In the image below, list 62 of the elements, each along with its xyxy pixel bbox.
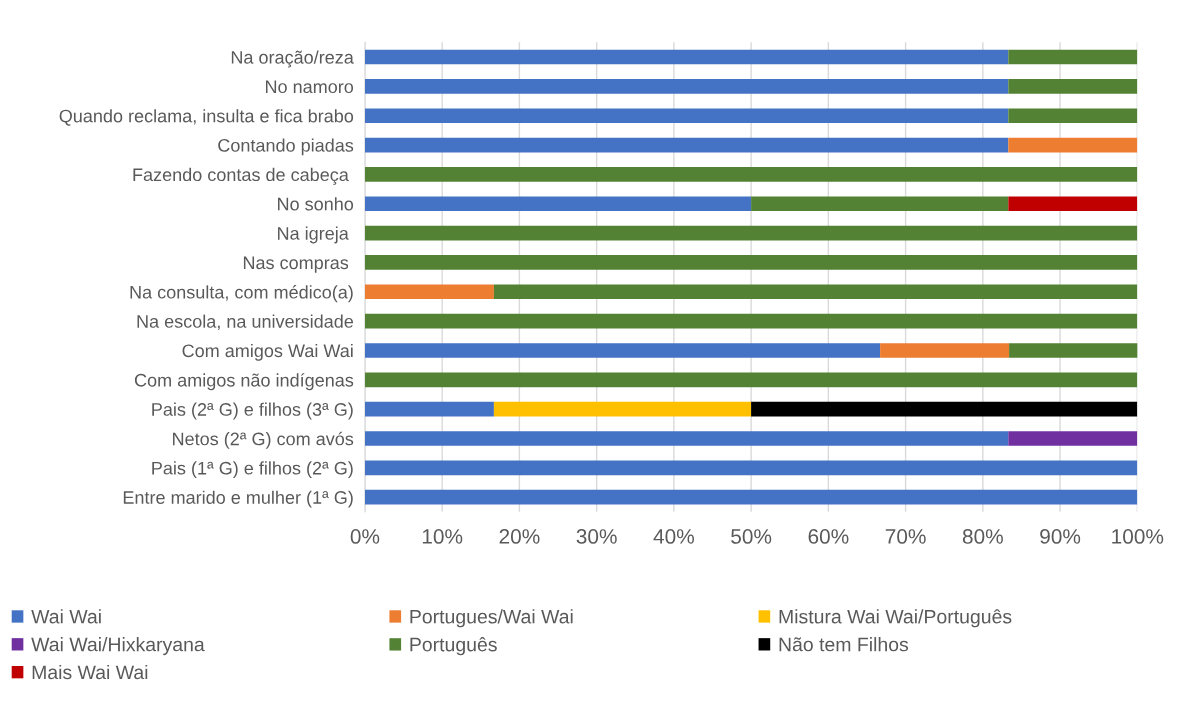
y-tick-label: Na consulta, com médico(a) xyxy=(130,285,353,303)
y-tick-label: No sonho xyxy=(278,197,354,211)
bar xyxy=(364,489,1138,505)
legend-label: Não tem Filhos xyxy=(779,637,909,652)
bar xyxy=(364,401,494,417)
y-tick-label: Entre marido e mulher (1ª G) xyxy=(123,490,353,508)
bar xyxy=(364,460,1138,476)
x-tick-label: 90% xyxy=(1040,529,1081,544)
legend-label: Mistura Wai Wai/Português xyxy=(779,609,1012,628)
bar xyxy=(364,255,1138,270)
bar xyxy=(364,196,752,212)
y-tick-label: Nas compras xyxy=(243,256,349,273)
bar xyxy=(364,431,1009,446)
y-tick-label: Com amigos não indígenas xyxy=(134,373,354,391)
legend-label: Wai Wai/Hixkaryana xyxy=(31,637,205,656)
bar xyxy=(364,108,1009,124)
y-tick-label: Na oração/reza xyxy=(231,50,354,68)
bar xyxy=(493,284,1138,300)
y-tick-label: Pais (1ª G) e filhos (2ª G) xyxy=(152,461,353,479)
bar xyxy=(364,313,1138,329)
bar xyxy=(364,79,1009,94)
bar xyxy=(1008,79,1138,94)
bar xyxy=(1008,431,1138,446)
bar xyxy=(364,284,494,300)
x-tick-label: 100% xyxy=(1112,529,1164,544)
x-tick-label: 80% xyxy=(962,529,1003,544)
bar xyxy=(1008,108,1138,124)
legend-label: Português xyxy=(410,637,497,656)
x-tick-label: 30% xyxy=(576,529,617,544)
y-tick-label: Contando piadas xyxy=(218,138,354,156)
x-tick-label: 20% xyxy=(499,529,540,544)
x-tick-label: 50% xyxy=(731,529,772,544)
bar xyxy=(880,343,1010,358)
bar xyxy=(1009,343,1138,358)
bar xyxy=(364,372,1138,388)
bar xyxy=(364,343,881,358)
y-tick-label: Com amigos Wai Wai xyxy=(182,343,353,361)
bar xyxy=(364,225,1138,241)
bar xyxy=(751,196,1009,212)
bar xyxy=(1008,196,1138,212)
legend-label: Portugues/Wai Wai xyxy=(410,609,573,628)
y-tick-label: No namoro xyxy=(265,80,354,94)
bar xyxy=(1008,49,1138,65)
x-tick-label: 10% xyxy=(422,529,463,544)
y-tick-label: Quando reclama, insulta e fica brabo xyxy=(59,109,354,126)
legend-label: Wai Wai xyxy=(31,609,101,624)
x-tick-label: 70% xyxy=(885,529,926,544)
y-tick-label: Na escola, na universidade xyxy=(137,314,354,330)
x-tick-label: 0% xyxy=(350,529,380,544)
y-tick-label: Netos (2ª G) com avós xyxy=(173,431,354,449)
bar xyxy=(1008,137,1138,153)
x-tick-label: 60% xyxy=(808,529,849,544)
bar xyxy=(493,401,752,417)
y-tick-label: Pais (2ª G) e filhos (3ª G) xyxy=(152,402,353,420)
y-tick-label: Fazendo contas de cabeça xyxy=(133,167,349,185)
legend-label: Mais Wai Wai xyxy=(32,664,148,680)
y-tick-label: Na igreja xyxy=(278,226,349,244)
bar xyxy=(364,49,1009,65)
x-tick-label: 40% xyxy=(653,529,694,544)
bar xyxy=(364,167,1138,182)
bar xyxy=(751,401,1138,417)
bar xyxy=(364,137,1009,153)
